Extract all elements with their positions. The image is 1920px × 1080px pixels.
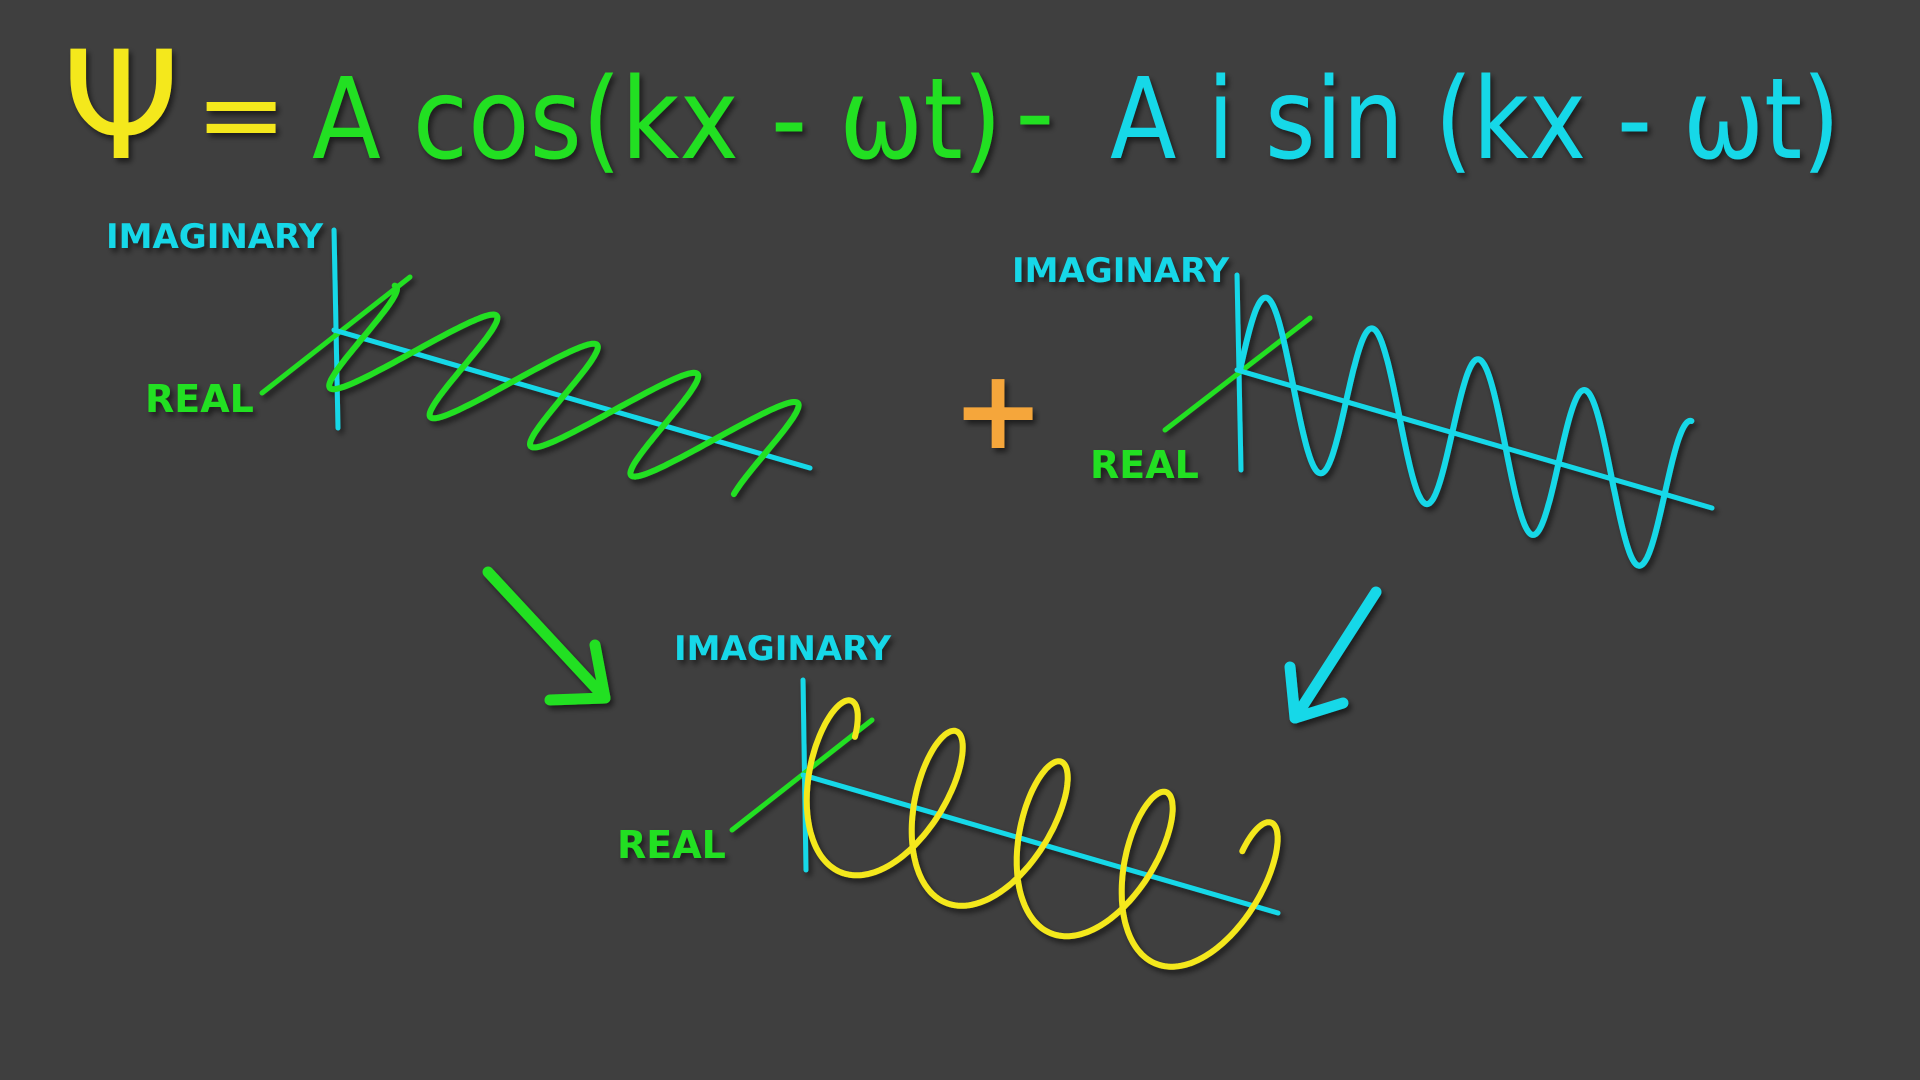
sin-imaginary-label: IMAGINARY [1012, 251, 1229, 291]
imaginary-part-term: A i sin (kx - ωt) [1110, 55, 1840, 185]
green-arrow [482, 566, 611, 706]
cos-wave-plot: IMAGINARY REAL [106, 217, 813, 498]
helix-real-label: REAL [617, 823, 726, 867]
cos-real-label: REAL [145, 377, 254, 421]
cos-wave-curve [326, 282, 802, 498]
sin-wave-curve [1237, 294, 1695, 569]
plus-sign: + [952, 346, 1044, 474]
helix-spiral-curve [803, 697, 1281, 970]
cyan-arrow [1284, 586, 1382, 724]
equation: Ψ = A cos(kx - ωt) - A i sin (kx - ωt) [62, 20, 1840, 194]
helix-propagation-axis [800, 772, 1281, 916]
cos-imaginary-label: IMAGINARY [106, 217, 323, 257]
helix-imaginary-label: IMAGINARY [674, 629, 891, 669]
real-part-term: A cos(kx - ωt) [312, 55, 1002, 185]
psi-symbol: Ψ [62, 20, 180, 194]
helix-wave-plot: IMAGINARY REAL [617, 629, 1281, 970]
cos-real-axis [259, 274, 413, 396]
sin-propagation-axis [1234, 367, 1715, 511]
minus-sign: - [1015, 48, 1055, 176]
sin-real-label: REAL [1090, 443, 1199, 487]
sin-wave-plot: IMAGINARY REAL [1012, 251, 1715, 569]
equals-sign: = [195, 50, 287, 178]
